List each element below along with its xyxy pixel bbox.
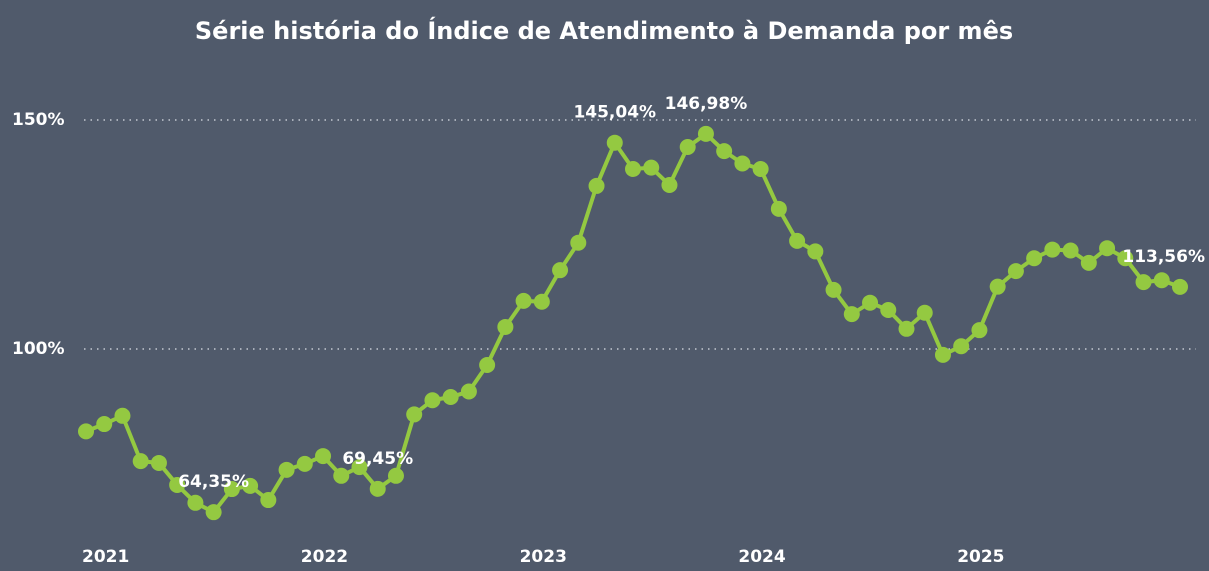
point <box>1044 241 1061 258</box>
point <box>1026 250 1043 267</box>
point <box>333 467 350 484</box>
point <box>880 302 897 319</box>
point <box>734 155 751 172</box>
point <box>1153 272 1170 289</box>
point <box>1117 250 1134 267</box>
point <box>369 480 386 497</box>
point <box>223 481 240 498</box>
point <box>424 392 441 409</box>
point <box>242 477 259 494</box>
point <box>533 293 550 310</box>
point <box>187 494 204 511</box>
x-tick-label: 2021 <box>82 547 129 567</box>
x-tick-label: 2022 <box>301 547 348 567</box>
point <box>460 383 477 400</box>
point <box>1080 254 1097 271</box>
x-tick-label: 2025 <box>957 547 1004 567</box>
point <box>916 304 933 321</box>
data-label: 64,35% <box>178 472 249 492</box>
point <box>406 406 423 423</box>
point <box>862 294 879 311</box>
point <box>570 234 587 251</box>
point <box>606 134 623 151</box>
point <box>989 278 1006 295</box>
x-tick-label: 2023 <box>520 547 567 567</box>
data-label: 113,56% <box>1122 247 1205 267</box>
point <box>387 467 404 484</box>
point <box>898 320 915 337</box>
data-label: 145,04% <box>573 103 656 123</box>
point <box>552 262 569 279</box>
point <box>643 159 660 176</box>
point <box>661 177 678 194</box>
point <box>934 346 951 363</box>
point <box>296 455 313 472</box>
point <box>96 416 113 433</box>
y-tick-label: 100% <box>12 339 65 359</box>
point <box>789 232 806 249</box>
point <box>515 292 532 309</box>
point <box>625 160 641 177</box>
point <box>205 504 222 521</box>
point <box>278 461 295 478</box>
point <box>150 454 167 471</box>
point <box>1062 242 1079 259</box>
point <box>843 306 860 323</box>
y-tick-label: 150% <box>12 110 65 130</box>
point <box>351 459 368 476</box>
point <box>807 243 824 260</box>
point <box>953 338 970 355</box>
x-tick-label: 2024 <box>738 547 785 567</box>
point <box>1172 278 1188 295</box>
point <box>479 356 496 373</box>
point <box>679 139 696 156</box>
point <box>1007 263 1024 280</box>
point <box>825 281 842 298</box>
point <box>1099 240 1116 257</box>
point <box>588 177 605 194</box>
data-label: 69,45% <box>342 449 413 469</box>
point <box>169 476 186 493</box>
chart-title: Série história do Índice de Atendimento … <box>195 16 1013 45</box>
point <box>78 423 94 440</box>
point <box>1135 274 1152 291</box>
point <box>752 160 769 177</box>
point <box>971 322 988 339</box>
point <box>315 448 332 465</box>
point <box>260 492 277 509</box>
point <box>716 143 733 160</box>
point <box>442 389 459 406</box>
point <box>132 453 149 470</box>
point <box>497 318 514 335</box>
data-label: 146,98% <box>665 94 748 114</box>
point <box>770 200 787 217</box>
point <box>114 407 131 424</box>
point <box>697 125 714 142</box>
